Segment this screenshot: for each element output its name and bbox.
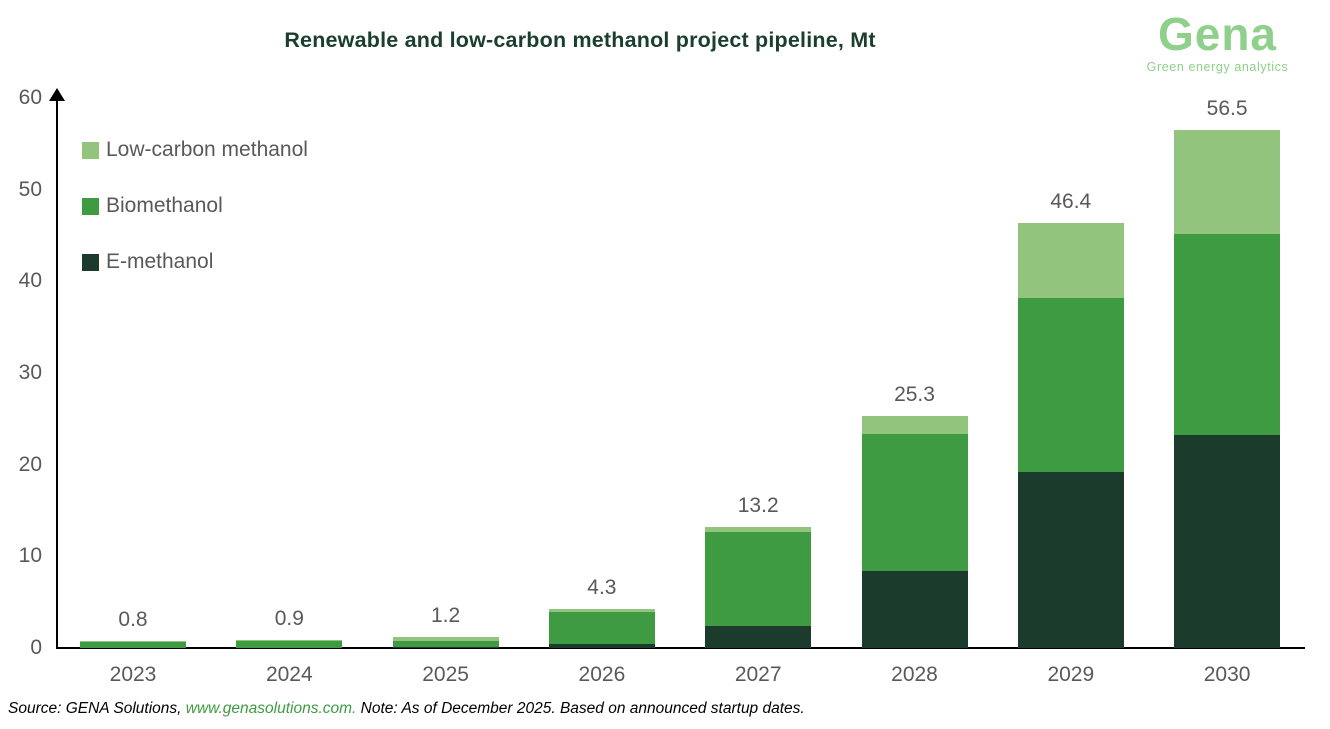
y-tick-label: 60	[18, 86, 42, 109]
legend-label: Biomethanol	[106, 194, 223, 217]
bar-segment-low-carbon-methanol-2027	[705, 527, 812, 532]
legend-swatch-low-carbon-methanol	[82, 141, 99, 159]
legend-swatch-e-methanol	[82, 253, 99, 271]
bar-total-label-2025: 1.2	[430, 604, 461, 627]
source-link[interactable]: www.genasolutions.com.	[185, 700, 357, 717]
bar-segment-e-methanol-2026	[548, 644, 655, 648]
x-tick-label-2030: 2030	[1203, 663, 1251, 686]
bar-segment-low-carbon-methanol-2023	[80, 640, 186, 642]
x-tick-label-2026: 2026	[578, 663, 626, 686]
bar-total-label-2026: 4.3	[587, 575, 617, 599]
bar-segment-low-carbon-methanol-2024	[236, 639, 343, 641]
bar-segment-low-carbon-methanol-2028	[861, 416, 968, 435]
bar-segment-low-carbon-methanol-2026	[548, 608, 655, 613]
bar-segment-low-carbon-methanol-2030	[1174, 130, 1281, 234]
x-tick-label-2027: 2027	[734, 663, 782, 686]
legend-item-e-methanol: E-methanol	[82, 250, 308, 274]
y-axis-arrow-icon	[49, 88, 65, 101]
y-tick-label: 20	[18, 452, 42, 476]
legend-item-low-carbon-methanol: Low-carbon methanol	[82, 138, 308, 162]
bar-total-label-2030: 56.5	[1206, 97, 1248, 121]
legend-label: Low-carbon methanol	[106, 138, 308, 161]
bar-segment-biomethanol-2024	[236, 640, 343, 648]
bar-segment-e-methanol-2028	[861, 571, 968, 648]
bar-segment-low-carbon-methanol-2025	[392, 637, 499, 641]
bar-segment-e-methanol-2025	[392, 647, 499, 648]
chart-title: Renewable and low-carbon methanol projec…	[284, 28, 876, 52]
gena-logo-tagline: Green energy analytics	[1146, 60, 1289, 74]
bar-segment-biomethanol-2025	[392, 640, 499, 648]
bar-segment-biomethanol-2023	[80, 641, 186, 648]
bar-segment-biomethanol-2027	[705, 531, 812, 626]
bar-segment-e-methanol-2030	[1174, 435, 1281, 648]
bar-segment-e-methanol-2027	[705, 626, 812, 648]
y-tick-label: 50	[18, 177, 42, 201]
x-tick-label-2023: 2023	[109, 663, 157, 686]
bar-total-label-2028: 25.3	[894, 383, 935, 407]
x-tick-label-2028: 2028	[891, 663, 938, 686]
y-tick-label: 10	[18, 544, 42, 568]
source-note: Source: GENA Solutions, www.genasolution…	[8, 700, 805, 718]
legend-item-biomethanol: Biomethanol	[82, 194, 308, 218]
gena-logo-wordmark: Gena	[1157, 8, 1278, 60]
gena-logo: Gena Green energy analytics	[1135, 10, 1300, 74]
y-axis-line	[56, 100, 58, 648]
x-tick-label-2024: 2024	[265, 663, 313, 686]
legend-swatch-biomethanol	[82, 197, 99, 215]
x-tick-label-2025: 2025	[422, 663, 469, 686]
bar-segment-biomethanol-2026	[548, 612, 655, 645]
y-tick-label: 0	[30, 636, 42, 659]
source-note-text: Note: As of December 2025. Based on anno…	[356, 700, 805, 717]
legend-label: E-methanol	[106, 250, 214, 273]
source-prefix: Source: GENA Solutions,	[8, 700, 186, 717]
legend: Low-carbon methanol Biomethanol E-methan…	[82, 138, 308, 306]
bar-segment-biomethanol-2029	[1017, 297, 1124, 472]
y-tick-label: 40	[18, 269, 42, 293]
y-tick-label: 30	[18, 361, 42, 384]
bar-total-label-2029: 46.4	[1050, 189, 1092, 213]
bar-total-label-2027: 13.2	[737, 494, 779, 517]
bar-total-label-2024: 0.9	[274, 606, 304, 630]
bar-segment-low-carbon-methanol-2029	[1017, 222, 1124, 298]
x-tick-label-2029: 2029	[1047, 663, 1095, 686]
bar-segment-biomethanol-2030	[1174, 233, 1281, 436]
bar-total-label-2023: 0.8	[118, 607, 148, 631]
bar-segment-biomethanol-2028	[861, 434, 968, 571]
x-axis-line	[56, 647, 1305, 649]
bar-segment-e-methanol-2029	[1017, 472, 1124, 648]
